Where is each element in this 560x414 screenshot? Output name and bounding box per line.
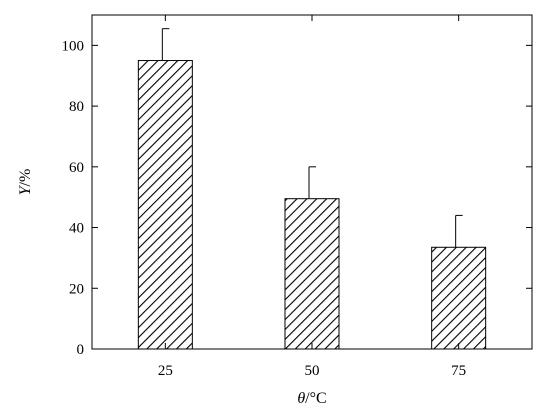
bar-50: [284, 198, 340, 350]
y-tick-label: 20: [69, 281, 84, 297]
y-tick-label: 80: [69, 99, 84, 115]
bars-group: [137, 60, 487, 350]
bar-75: [431, 246, 487, 350]
y-tick-label: 40: [69, 221, 84, 237]
x-tick-label: 25: [158, 363, 173, 379]
y-tick-label: 60: [69, 160, 84, 176]
x-tick-label: 75: [451, 363, 466, 379]
bar-25: [137, 60, 193, 350]
y-axis-ticks: 0 20 40 60 80 100: [62, 38, 532, 358]
y-tick-label: 100: [62, 38, 85, 54]
error-bars-group: [161, 28, 463, 248]
x-axis-label: θ/°C: [297, 390, 326, 407]
x-axis-ticks: 25 50 75: [158, 15, 466, 379]
y-axis-label: Y/%: [17, 169, 34, 196]
x-tick-label: 50: [305, 363, 320, 379]
y-tick-label: 0: [77, 342, 85, 358]
